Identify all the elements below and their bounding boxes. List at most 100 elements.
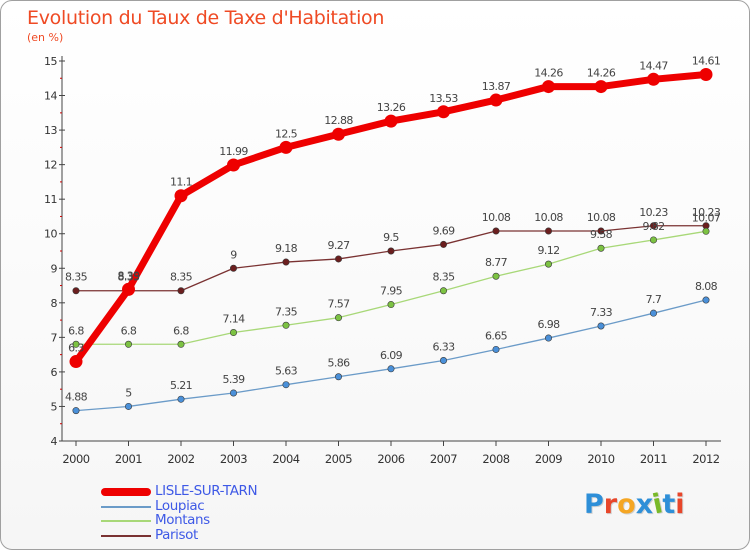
data-point-lisle-sur-tarn [174, 189, 188, 203]
data-point-montans [649, 236, 657, 244]
data-point-loupiac [177, 395, 185, 403]
data-point-lisle-sur-tarn [699, 67, 713, 81]
logo-letter: P [584, 489, 604, 520]
data-label-montans: 6.8 [121, 324, 137, 337]
data-point-montans [439, 287, 447, 295]
data-label-parisot: 10.23 [639, 206, 668, 219]
data-label-loupiac: 7.7 [646, 293, 662, 306]
y-tick-label: 9 [51, 262, 58, 275]
x-tick-label: 2000 [62, 452, 89, 466]
data-label-lisle-sur-tarn: 13.53 [429, 92, 458, 105]
data-label-montans: 10.07 [692, 211, 721, 224]
data-label-lisle-sur-tarn: 12.5 [275, 127, 298, 140]
y-tick-label: 15 [44, 55, 57, 68]
data-label-montans: 9.12 [537, 244, 559, 257]
x-tick-label: 2008 [482, 452, 509, 466]
data-point-parisot [492, 227, 500, 235]
chart-title: Evolution du Taux de Taxe d'Habitation [27, 7, 385, 29]
y-tick-label: 14 [44, 90, 57, 103]
data-label-montans: 9.82 [642, 220, 664, 233]
data-label-loupiac: 6.33 [432, 341, 455, 354]
data-label-montans: 6.8 [173, 324, 189, 337]
data-point-montans [125, 340, 133, 348]
y-tick-label: 6 [51, 366, 58, 379]
data-label-parisot: 10.08 [534, 211, 563, 224]
logo-letter: o [617, 489, 636, 520]
data-point-parisot [544, 227, 552, 235]
data-label-lisle-sur-tarn: 14.47 [639, 59, 668, 72]
data-point-lisle-sur-tarn [122, 282, 135, 296]
data-point-lisle-sur-tarn [489, 93, 503, 107]
data-point-loupiac [649, 309, 657, 317]
data-labels: 6.3 8.39 11.1 11.99 12.5 12.88 13.26 13.53 13.87… [65, 54, 721, 403]
proxiti-logo: Proxiti [584, 488, 685, 520]
data-label-parisot: 9.18 [275, 242, 298, 255]
data-point-lisle-sur-tarn [647, 72, 660, 86]
y-tick-label: 10 [44, 228, 57, 241]
data-label-montans: 8.77 [485, 256, 508, 269]
legend-label: Parisot [155, 526, 198, 543]
x-tick-label: 2011 [640, 452, 667, 466]
y-tick-label: 5 [51, 400, 58, 413]
data-label-lisle-sur-tarn: 11.99 [219, 145, 248, 158]
data-label-parisot: 10.23 [692, 206, 721, 219]
data-label-lisle-sur-tarn: 11.1 [170, 176, 192, 189]
data-point-loupiac [597, 322, 605, 330]
data-point-montans [597, 244, 605, 252]
x-tick-label: 2002 [167, 452, 194, 466]
y-tick-label: 11 [44, 193, 57, 206]
data-label-montans: 7.35 [275, 305, 298, 318]
x-tick-label: 2009 [535, 452, 562, 466]
chart-subtitle: (en %) [27, 31, 64, 44]
x-tick-label: 2007 [430, 452, 457, 466]
data-point-lisle-sur-tarn [332, 127, 345, 141]
data-label-lisle-sur-tarn: 12.88 [324, 114, 353, 127]
y-tick-label: 12 [44, 159, 57, 172]
data-point-loupiac [230, 389, 238, 397]
legend-swatch [101, 534, 151, 537]
x-tick-label: 2010 [587, 452, 614, 466]
series-markers [69, 67, 713, 415]
data-point-lisle-sur-tarn [279, 140, 293, 154]
data-point-loupiac [125, 402, 133, 410]
data-point-parisot [282, 258, 290, 266]
y-tick-label: 8 [51, 297, 58, 310]
data-label-loupiac: 7.33 [590, 306, 613, 319]
data-point-parisot [177, 287, 185, 295]
data-point-loupiac [544, 334, 552, 342]
data-label-lisle-sur-tarn: 14.61 [692, 54, 721, 67]
data-label-montans: 7.95 [380, 285, 403, 298]
data-label-parisot: 9.69 [432, 224, 455, 237]
legend-label: Loupiac [155, 497, 205, 514]
x-tick-label: 2005 [325, 452, 352, 466]
data-point-montans [702, 227, 710, 235]
data-point-montans [72, 340, 80, 348]
x-tick-label: 2004 [272, 452, 299, 466]
data-point-montans [282, 321, 290, 329]
data-label-montans: 8.35 [432, 271, 455, 284]
data-point-loupiac [72, 407, 80, 415]
data-label-loupiac: 6.65 [485, 329, 508, 342]
data-label-parisot: 8.35 [65, 271, 88, 284]
data-label-loupiac: 5.63 [275, 365, 298, 378]
data-label-parisot: 9.5 [383, 231, 399, 244]
data-label-parisot: 10.08 [482, 211, 511, 224]
x-tick-label: 2012 [692, 452, 719, 466]
y-tick-label: 4 [51, 435, 58, 448]
x-tick-label: 2006 [377, 452, 404, 466]
data-label-lisle-sur-tarn: 8.39 [117, 269, 140, 282]
data-label-loupiac: 5.21 [170, 379, 192, 392]
y-tick-label: 7 [51, 331, 58, 344]
data-label-parisot: 8.35 [170, 271, 193, 284]
data-point-montans [492, 272, 500, 280]
data-label-montans: 7.14 [222, 313, 245, 326]
data-label-parisot: 10.08 [587, 211, 616, 224]
data-label-lisle-sur-tarn: 13.26 [377, 101, 406, 114]
data-point-loupiac [702, 296, 710, 304]
data-point-parisot [387, 247, 395, 255]
data-point-parisot [230, 264, 238, 272]
data-point-lisle-sur-tarn [437, 105, 450, 119]
data-point-montans [177, 340, 185, 348]
data-label-loupiac: 6.98 [537, 318, 560, 331]
